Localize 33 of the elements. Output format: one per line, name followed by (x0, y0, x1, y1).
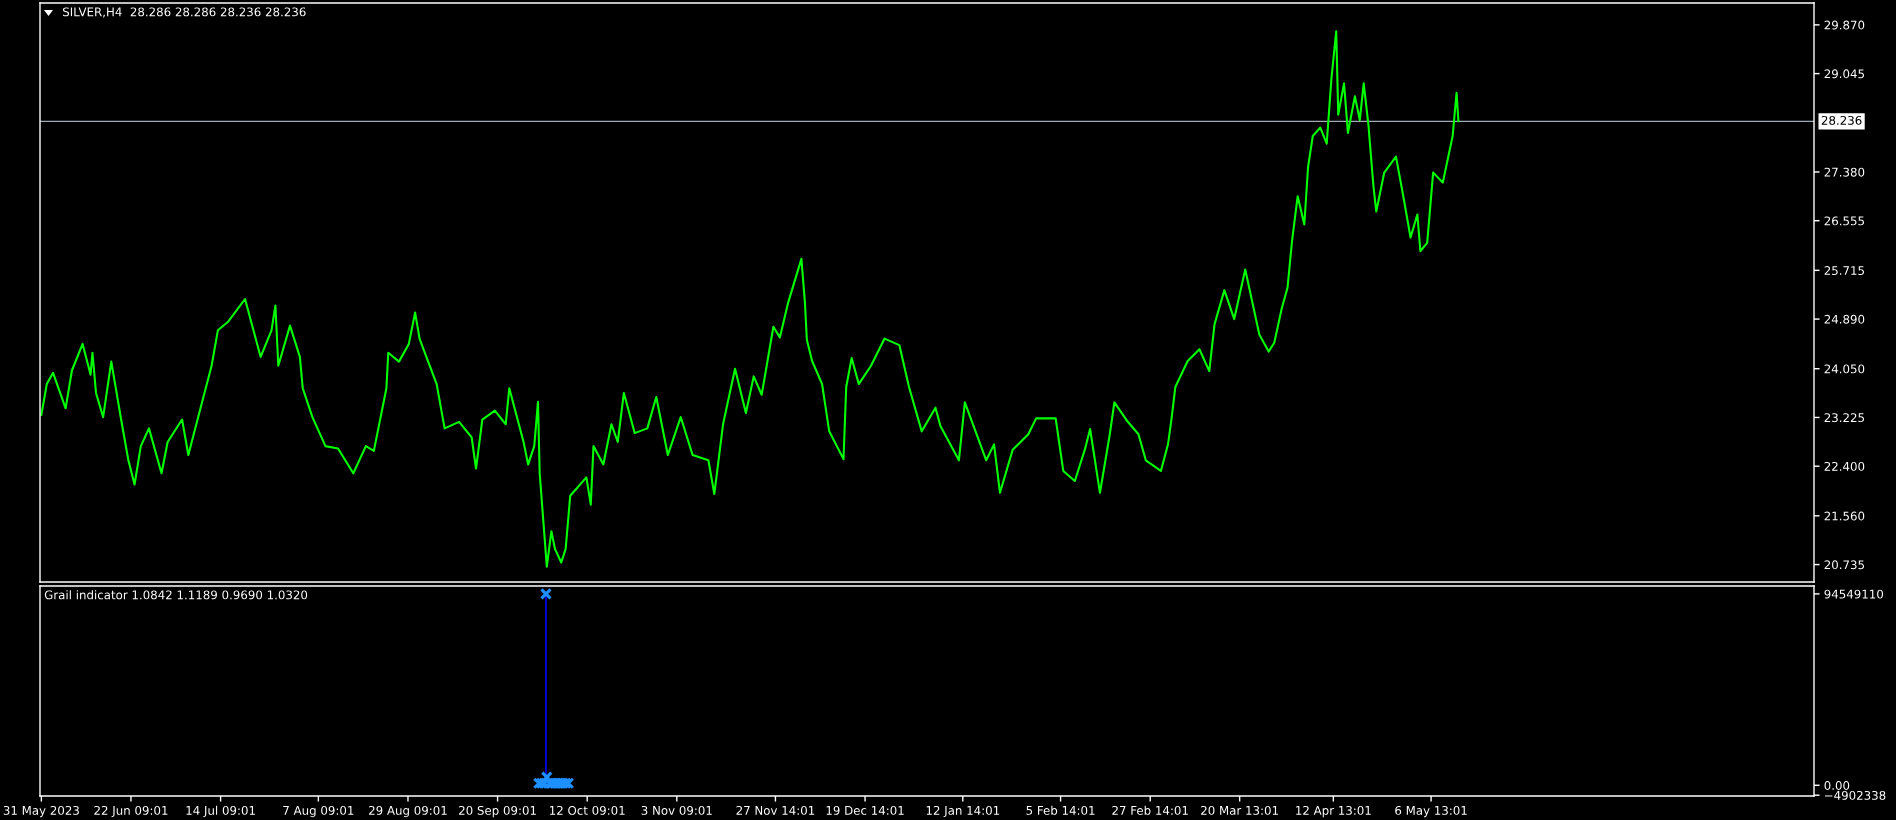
x-tick-label: 27 Feb 14:01 (1112, 805, 1188, 815)
ref-line-label: 28.236 (1821, 115, 1862, 125)
x-tick-label: 27 Nov 14:01 (736, 805, 815, 815)
y-tick-label: 29.045 (1824, 69, 1864, 79)
x-tick-label: 22 Jun 09:01 (94, 805, 168, 818)
y-tick-label: 23.225 (1824, 413, 1864, 423)
y-tick-label: 21.560 (1824, 511, 1865, 521)
x-tick-label: 20 Mar 13:01 (1201, 805, 1278, 815)
y-tick-label: 24.050 (1824, 364, 1865, 374)
x-tick-label: 12 Apr 13:01 (1296, 805, 1371, 818)
y-tick-label: 27.380 (1824, 167, 1865, 177)
x-tick-label: 5 Feb 14:01 (1026, 805, 1095, 815)
x-tick-label: 12 Jan 14:01 (926, 805, 1000, 818)
chart-title: SILVER,H4 28.286 28.286 28.236 28.236 (63, 7, 306, 18)
y-tick-label: 94549110 (1824, 589, 1884, 599)
x-tick-label: 19 Dec 14:01 (826, 805, 904, 815)
y-tick-label: 24.890 (1824, 314, 1865, 324)
x-tick-label: 3 Nov 09:01 (641, 805, 712, 815)
y-tick-label: 22.400 (1824, 461, 1865, 471)
y-tick-label: −4902338 (1824, 790, 1886, 800)
x-tick-label: 12 Oct 09:01 (550, 805, 625, 815)
x-tick-label: 29 Aug 09:01 (369, 805, 447, 818)
x-tick-label: 14 Jul 09:01 (186, 805, 255, 818)
y-tick-label: 26.555 (1824, 216, 1864, 226)
x-tick-label: 7 Aug 09:01 (283, 805, 354, 818)
y-tick-label: 25.715 (1824, 266, 1864, 275)
y-tick-label: 29.870 (1824, 20, 1865, 30)
y-tick-label: 0.00 (1824, 781, 1850, 790)
x-tick-label: 20 Sep 09:01 (459, 805, 536, 818)
x-tick-label: 31 May 2023 (3, 805, 79, 818)
y-tick-label: 20.735 (1824, 560, 1864, 570)
x-tick-label: 6 May 13:01 (1395, 805, 1467, 818)
chart-title: Grail indicator 1.0842 1.1189 0.9690 1.0320 (44, 590, 308, 600)
